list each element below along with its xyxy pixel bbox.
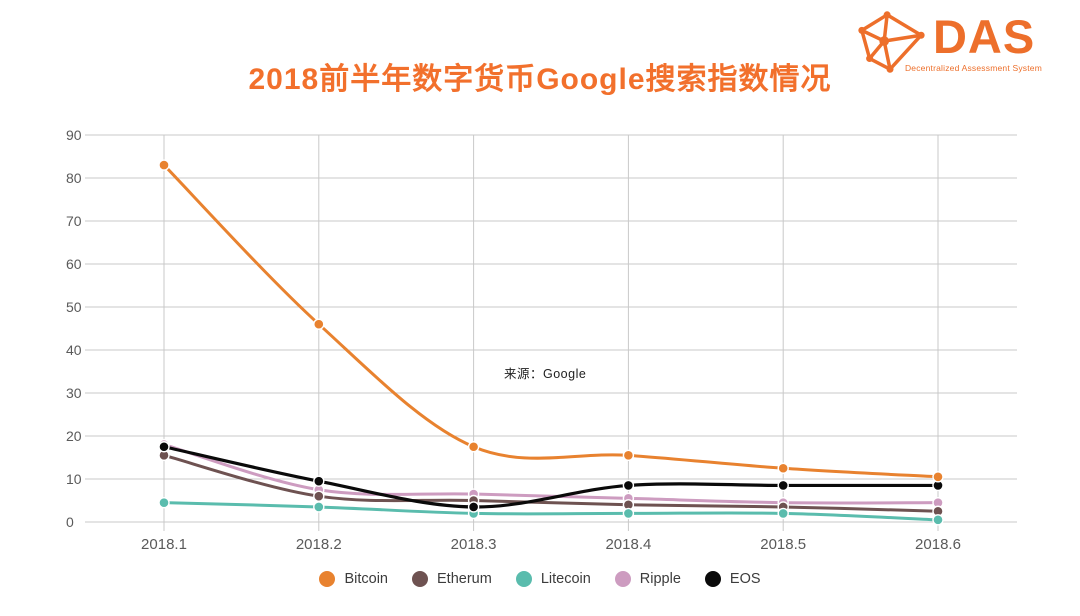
y-axis-tick-label: 90 (66, 127, 82, 143)
legend-item-litecoin: Litecoin (515, 571, 591, 587)
y-axis-tick-label: 40 (66, 342, 82, 358)
legend-label: EOS (729, 571, 761, 587)
source-annotation: 来源：Google (504, 367, 587, 381)
data-point-litecoin (777, 507, 789, 520)
data-point-litecoin (158, 496, 170, 509)
data-point-eos (467, 501, 480, 513)
y-axis-tick-label: 50 (66, 299, 82, 315)
das-logo-subtitle: Decentralized Assessment System (904, 63, 1042, 73)
data-point-bitcoin (932, 471, 944, 483)
das-logo: DAS Decentralized Assessment System (854, 8, 1042, 78)
series-line-bitcoin (162, 164, 939, 479)
data-point-bitcoin (313, 318, 325, 330)
series-line-litecoin (163, 501, 939, 522)
data-point-eos (313, 475, 325, 487)
chart-legend: Bitcoin Etherum Litecoin Ripple EOS (0, 566, 1080, 592)
legend-label: Litecoin (540, 571, 591, 587)
series-line-etherum (163, 453, 939, 513)
legend-label: Ripple (639, 571, 681, 587)
legend-swatch-litecoin (515, 571, 532, 587)
data-point-eos (158, 441, 170, 453)
legend-swatch-bitcoin (319, 571, 336, 587)
legend-label: Bitcoin (344, 571, 388, 587)
data-point-bitcoin (622, 449, 635, 462)
x-axis-tick-label: 2018.4 (605, 536, 651, 553)
das-logo-icon (858, 11, 925, 73)
data-point-bitcoin (158, 159, 170, 171)
y-axis-tick-label: 10 (66, 471, 82, 487)
das-logo-text-block: DAS Decentralized Assessment System (905, 10, 1042, 73)
y-axis-tick-label: 30 (66, 385, 82, 401)
data-point-etherum (313, 490, 325, 502)
legend-swatch-etherum (412, 571, 428, 587)
x-axis-tick-label: 2018.6 (915, 536, 961, 553)
data-point-bitcoin (777, 462, 789, 474)
data-point-litecoin (932, 514, 944, 526)
page-title: 2018前半年数字货币Google搜索指数情况 (248, 63, 832, 96)
y-axis-tick-label: 20 (66, 428, 82, 444)
y-axis-tick-label: 0 (66, 514, 74, 530)
legend-label: Etherum (437, 571, 492, 587)
das-logo-text: DAS (932, 10, 1036, 63)
y-axis-tick-label: 60 (66, 256, 82, 272)
data-point-eos (777, 479, 789, 492)
x-axis-tick-label: 2018.2 (296, 536, 342, 553)
legend-item-bitcoin: Bitcoin (319, 571, 388, 587)
legend-item-ripple: Ripple (614, 571, 681, 587)
x-axis-tick-label: 2018.3 (451, 536, 497, 553)
data-point-litecoin (313, 501, 325, 513)
y-axis-tick-label: 70 (66, 213, 82, 229)
x-axis-tick-label: 2018.1 (141, 536, 187, 553)
series-line-eos (163, 445, 938, 509)
y-axis-tick-label: 80 (66, 170, 82, 186)
x-axis-tick-label: 2018.5 (760, 536, 806, 553)
legend-swatch-eos (704, 571, 721, 587)
legend-item-etherum: Etherum (412, 571, 492, 587)
data-point-eos (622, 479, 635, 492)
data-point-litecoin (622, 507, 635, 520)
data-point-bitcoin (467, 441, 480, 453)
legend-swatch-ripple (614, 571, 631, 587)
legend-item-eos: EOS (704, 571, 761, 587)
